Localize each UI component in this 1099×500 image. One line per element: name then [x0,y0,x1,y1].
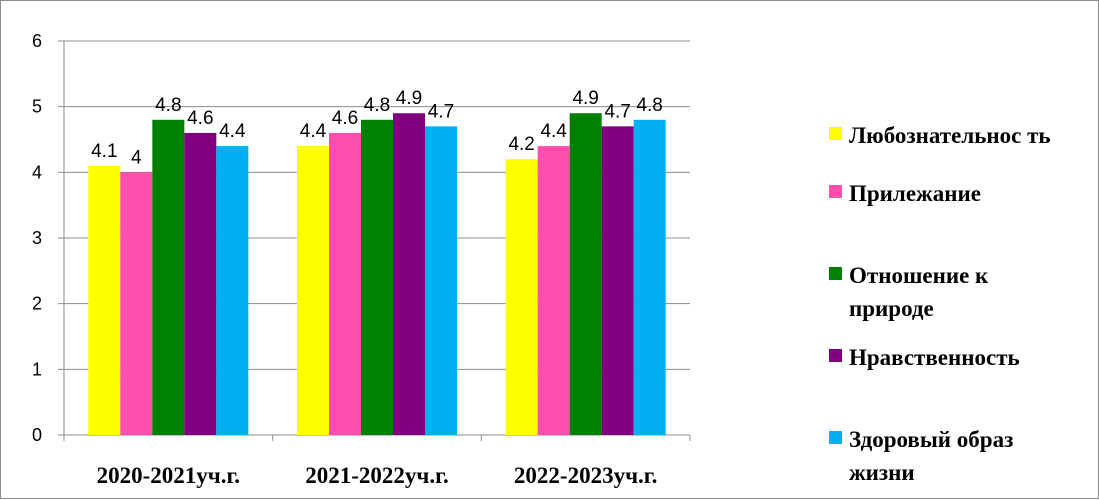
bar [633,119,666,436]
legend-swatch-nature [829,267,842,280]
y-tick-label: 4 [32,162,42,182]
y-tick-label: 0 [32,425,42,445]
legend-item-diligence: Прилежание [829,177,1085,210]
y-tick-label: 2 [32,294,42,314]
bar [505,159,538,435]
legend-item-curiosity: Любознательнос ть [829,119,1071,152]
data-label: 4.6 [187,108,213,129]
legend-label-nature: Отношение к природе [849,263,989,321]
bar [569,113,602,435]
data-label: 4.8 [364,95,390,116]
bar [152,119,185,436]
legend-swatch-morality [829,349,842,362]
bar [88,165,121,435]
y-tick-label: 5 [32,97,42,117]
bar [601,126,634,435]
data-label: 4.7 [428,101,454,122]
legend-swatch-healthy-lifestyle [829,431,842,444]
data-label: 4.6 [332,108,358,129]
data-label: 4.7 [604,101,630,122]
x-category-label: 2022-2023уч.г. [514,463,657,488]
data-labels: 4.1 44.84.64.4 4.44.64.8 4.94.74.24.44.94.7… [91,88,663,168]
data-label: 4.8 [155,95,181,116]
bar [329,132,361,435]
data-label: 4 [131,147,142,168]
y-tick-label: 3 [32,228,42,248]
bar [216,146,249,436]
bar [425,126,457,435]
bar [393,113,425,435]
legend-label-diligence: Прилежание [849,181,981,206]
data-label: 4.9 [572,88,598,109]
y-tick-label: 6 [32,31,42,51]
axes: 0 1 2 3 4 5 6 2020-2021уч.г. 2021-2022уч.г. 2022-… [32,31,691,488]
legend-label-healthy-lifestyle: Здоровый образ жизни [849,427,1014,485]
data-label: 4.4 [300,121,327,142]
legend-swatch-diligence [829,185,842,198]
data-label: 4.1 [91,141,117,162]
legend-item-nature: Отношение к природе [829,259,1039,325]
legend-label-morality: Нравственность [849,345,1020,370]
bar [184,132,217,435]
legend-label-curiosity: Любознательнос ть [849,123,1051,148]
data-label: 4.4 [219,121,246,142]
legend-swatch-curiosity [829,127,842,140]
data-label: 4.4 [540,121,567,142]
data-label: 4.2 [508,134,534,155]
bar [537,146,570,436]
bar [297,146,329,436]
legend-item-morality: Нравственность [829,341,1085,374]
x-category-label: 2021-2022уч.г. [305,463,448,488]
bars [88,113,666,436]
bar [120,172,153,436]
data-label: 4.8 [636,95,662,116]
y-tick-label: 1 [32,359,42,379]
data-label: 4.9 [396,88,422,109]
legend-item-healthy-lifestyle: Здоровый образ жизни [829,423,1049,489]
x-category-label: 2020-2021уч.г. [97,463,240,488]
bar [361,119,393,436]
